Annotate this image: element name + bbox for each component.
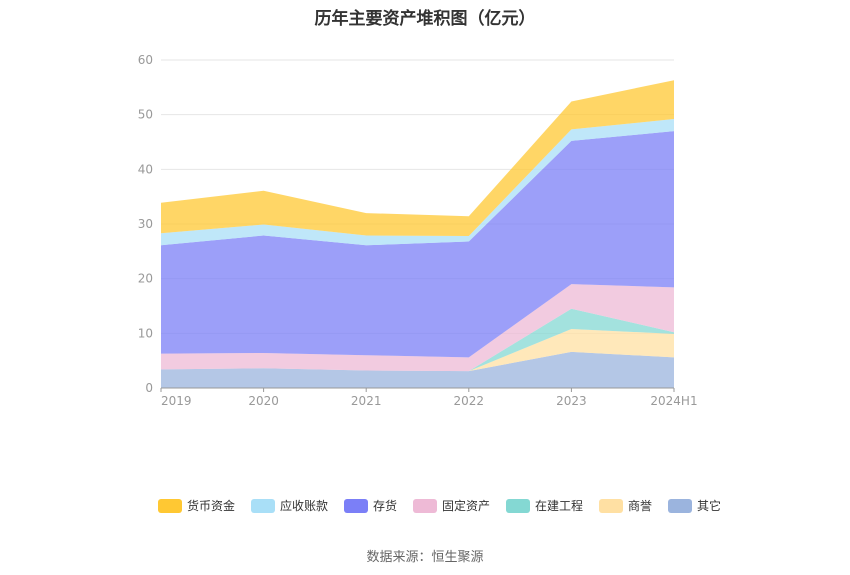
y-tick-label: 20 [138,272,153,286]
legend-swatch [668,499,692,513]
legend-swatch [344,499,368,513]
legend-label: 应收账款 [280,498,328,513]
legend-item[interactable]: 在建工程 [506,498,583,513]
y-tick-label: 10 [138,326,153,340]
area-series [161,80,674,388]
y-tick-label: 40 [138,162,153,176]
legend-item[interactable]: 货币资金 [158,498,235,513]
legend-item[interactable]: 商誉 [599,498,652,513]
area-固定资产 [161,284,674,372]
legend-swatch [251,499,275,513]
y-tick-label: 0 [145,381,153,395]
legend-label: 其它 [697,498,721,513]
area-应收账款 [161,119,674,246]
legend-swatch [158,499,182,513]
legend-swatch [413,499,437,513]
x-tick-label: 2024H1 [650,394,697,408]
legend-swatch [599,499,623,513]
y-tick-label: 50 [138,108,153,122]
legend-label: 在建工程 [535,498,583,513]
legend[interactable]: 货币资金 应收账款 存货 固定资产 在建工程 商誉 其它 [158,498,721,513]
legend-item[interactable]: 存货 [344,498,397,513]
area-存货 [161,131,674,358]
legend-label: 固定资产 [442,498,490,513]
x-tick-label: 2022 [454,394,485,408]
legend-label: 商誉 [628,498,652,513]
legend-item[interactable]: 其它 [668,498,721,513]
y-tick-label: 60 [138,53,153,67]
source-note: 数据来源：恒生聚源 [366,550,484,565]
x-tick-label: 2019 [161,394,192,408]
legend-item[interactable]: 固定资产 [413,498,490,513]
legend-item[interactable]: 应收账款 [251,498,328,513]
x-tick-label: 2020 [248,394,279,408]
area-商誉 [161,329,674,372]
legend-label: 存货 [373,498,397,513]
area-其它 [161,351,674,388]
chart-title: 历年主要资产堆积图（亿元） [314,9,536,29]
area-货币资金 [161,80,674,236]
x-tick-label: 2023 [556,394,587,408]
x-tick-label: 2021 [351,394,382,408]
y-tick-label: 30 [138,217,153,231]
legend-swatch [506,499,530,513]
axes: 0 10 20 30 40 50 60 2019 2020 2021 2022 2023 2024H1 [138,53,698,408]
legend-label: 货币资金 [187,498,235,513]
